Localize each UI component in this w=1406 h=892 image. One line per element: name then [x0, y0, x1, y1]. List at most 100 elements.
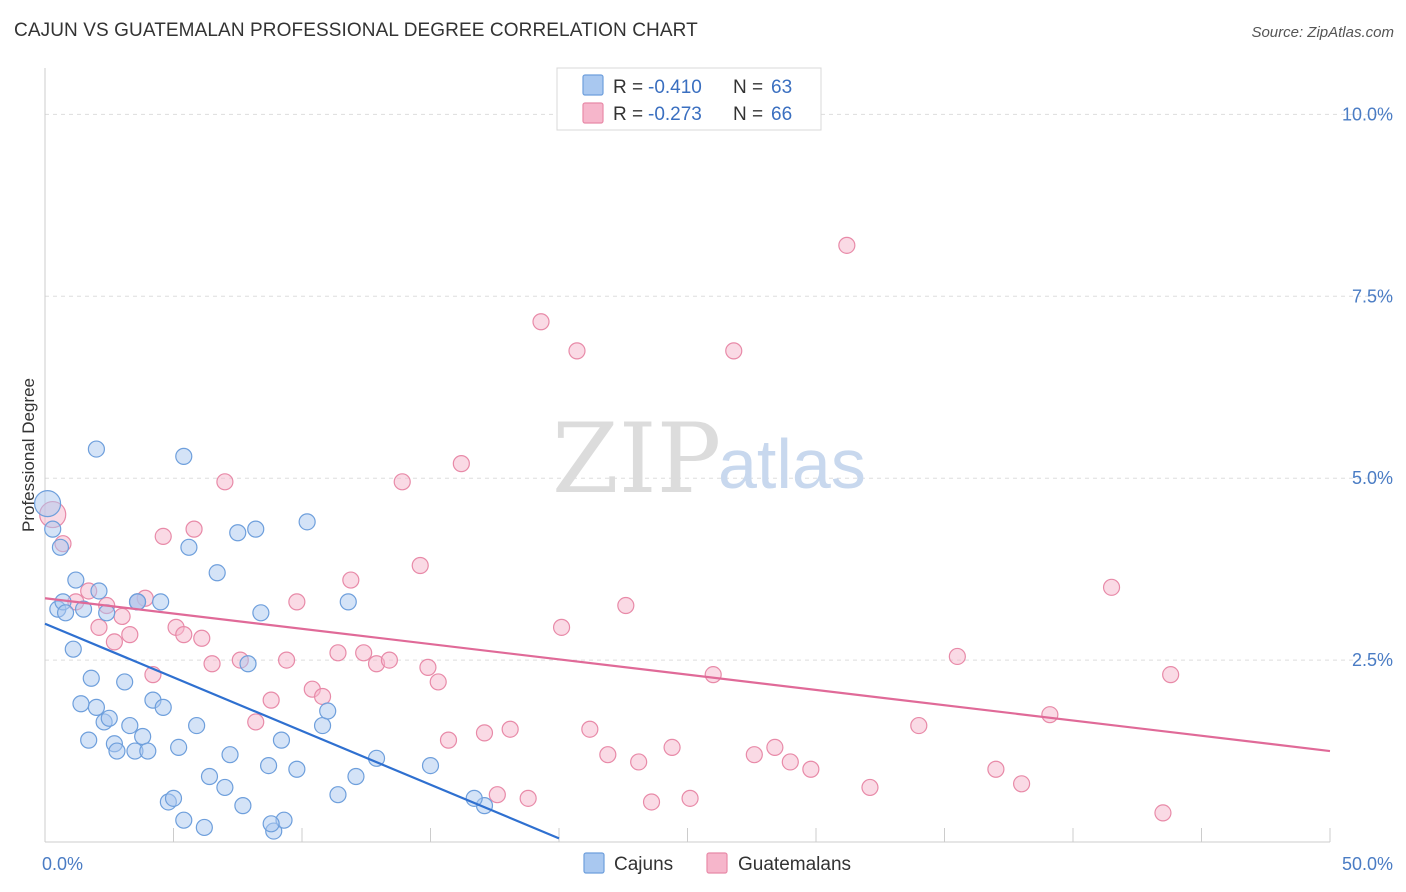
bottom-legend-guatemalans: Guatemalans [738, 854, 851, 875]
cajuns-point [33, 490, 62, 518]
cajuns-point [175, 447, 193, 465]
x-tick-label-1: 50.0% [1342, 854, 1393, 874]
cajuns-point [421, 756, 440, 775]
cajuns-point [80, 731, 98, 749]
guatemalans-point [1102, 578, 1121, 596]
guatemalans-point [277, 651, 296, 669]
legend-n-value-cajuns: 63 [771, 77, 792, 98]
bottom-legend-cajuns: Cajuns [614, 854, 673, 875]
guatemalans-point [948, 647, 966, 666]
guatemalans-point [519, 789, 537, 807]
cajuns-point [100, 709, 118, 727]
cajuns-point [180, 538, 198, 556]
cajuns-point [87, 698, 106, 716]
cajuns-point [87, 440, 106, 458]
cajuns-point [200, 767, 219, 786]
legend-swatch-guatemalans [582, 102, 604, 124]
y-axis-label: Professional Degree [19, 378, 38, 532]
cajuns-point [152, 593, 170, 611]
cajuns-point [313, 716, 332, 735]
cajuns-point [319, 702, 337, 720]
correlation-legend: R = -0.410 N = 63 R = -0.273 N = 66 [556, 67, 822, 131]
guatemalans-point [642, 793, 661, 811]
guatemalans-point [501, 720, 519, 738]
cajuns-point [262, 815, 280, 833]
guatemalans-point [342, 571, 360, 589]
cajuns-point [239, 655, 257, 673]
guatemalans-trend-line [44, 597, 1331, 753]
cajuns-point [229, 524, 247, 542]
guatemalans-point [439, 731, 458, 749]
cajuns-point [108, 742, 126, 760]
legend-n-label-guatemalans: N = [733, 104, 763, 125]
guatemalans-point [532, 313, 550, 331]
cajuns-point [259, 756, 278, 775]
source-label: Source: ZipAtlas.com [1251, 24, 1394, 41]
cajuns-point [216, 778, 234, 797]
watermark: ZIP atlas [552, 403, 866, 515]
legend-r-value-cajuns: -0.410 [648, 77, 702, 98]
cajuns-point [72, 695, 90, 713]
guatemalans-point [568, 342, 586, 360]
guatemalans-point [617, 596, 635, 615]
guatemalans-point [105, 633, 123, 651]
cajuns-point [90, 582, 108, 600]
guatemalans-point [681, 789, 699, 807]
cajuns-point [139, 742, 157, 760]
cajuns-point [272, 731, 291, 749]
guatemalans-point [745, 746, 763, 764]
watermark-zip: ZIP [552, 403, 721, 515]
cajuns-point [195, 818, 213, 837]
guatemalans-point [329, 644, 347, 662]
guatemalans-point [203, 655, 221, 673]
guatemalans-point [725, 342, 743, 360]
guatemalans-point [488, 786, 506, 804]
cajuns-point [154, 698, 172, 716]
guatemalans-point [288, 593, 306, 611]
guatemalans-point [1041, 706, 1059, 724]
guatemalans-point [90, 618, 108, 636]
y-tick-label-1: 5.0% [1352, 468, 1393, 488]
guatemalans-point [429, 673, 447, 691]
cajuns-point [234, 797, 252, 815]
legend-r-value-guatemalans: -0.273 [648, 104, 702, 125]
guatemalans-point [552, 618, 571, 636]
cajuns-point [64, 640, 82, 658]
legend-n-value-guatemalans: 66 [771, 104, 792, 125]
legend-n-label-cajuns: N = [733, 77, 763, 98]
series-legend: Cajuns Guatemalans [583, 852, 851, 875]
cajuns-point [329, 786, 347, 804]
guatemalans-point [910, 716, 928, 735]
cajuns-point [347, 767, 365, 786]
cajuns-point [188, 716, 206, 735]
guatemalans-point [355, 644, 373, 662]
chart-title: CAJUN VS GUATEMALAN PROFESSIONAL DEGREE … [14, 20, 698, 41]
cajuns-point [339, 593, 357, 611]
guatemalans-point [1162, 666, 1180, 684]
guatemalans-point [599, 746, 617, 764]
cajuns-point [298, 513, 316, 531]
cajuns-trend-line [44, 622, 560, 840]
cajuns-point [164, 789, 183, 807]
cajuns-points [33, 440, 494, 840]
cajuns-point [221, 746, 239, 764]
guatemalans-point [766, 738, 784, 757]
tick-labels: 2.5% 5.0% 7.5% 10.0% 0.0% 50.0% [42, 104, 1393, 874]
legend-r-label-guatemalans: R = [613, 104, 643, 125]
cajuns-point [175, 811, 193, 829]
guatemalans-point [313, 687, 332, 706]
cajuns-point [74, 600, 93, 618]
guatemalans-point [419, 658, 437, 676]
cajuns-point [208, 564, 226, 582]
guatemalans-point [393, 473, 411, 491]
guatemalans-point [581, 720, 599, 738]
guatemalans-point [1012, 775, 1031, 793]
guatemalans-point [838, 236, 856, 254]
guatemalans-point [216, 473, 234, 491]
cajuns-point [116, 673, 134, 691]
guatemalans-point [121, 626, 139, 644]
trend-lines [44, 597, 1331, 840]
guatemalans-point [247, 713, 265, 731]
bottom-legend-swatch-cajuns [583, 852, 605, 874]
